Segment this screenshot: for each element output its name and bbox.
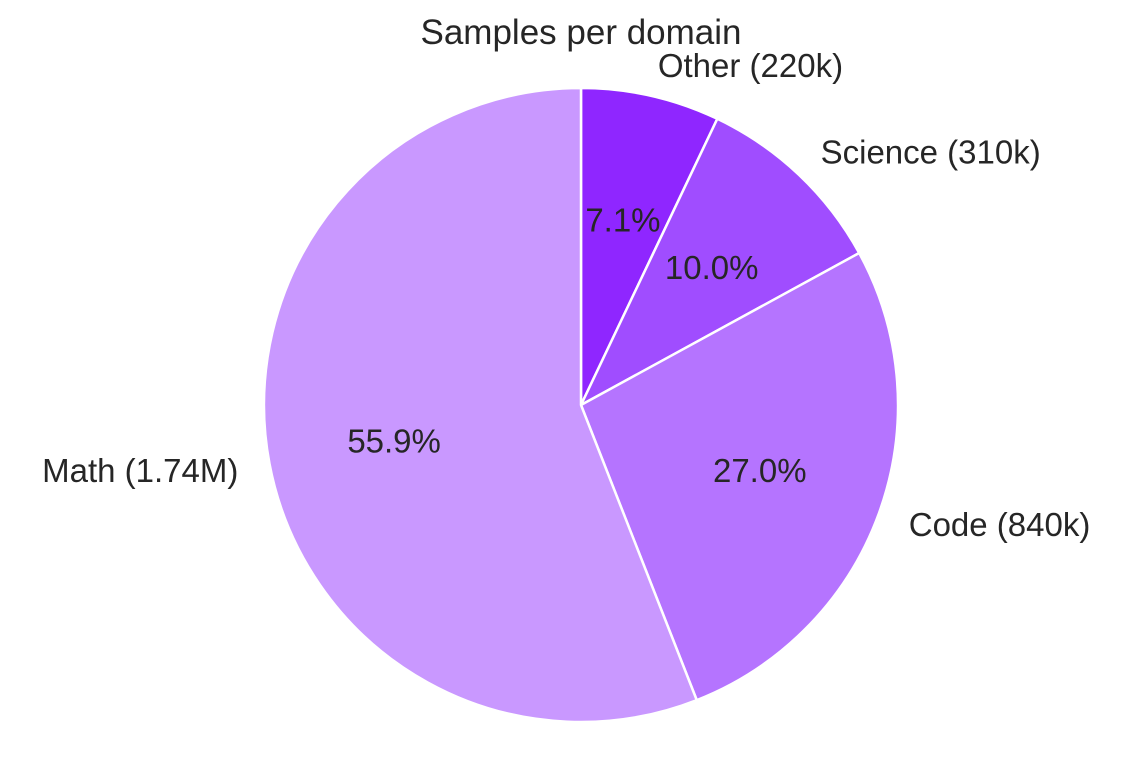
slice-label-math: Math (1.74M) bbox=[42, 452, 238, 489]
slice-label-other: Other (220k) bbox=[658, 47, 843, 84]
pct-label-math: 55.9% bbox=[347, 422, 441, 459]
chart-title: Samples per domain bbox=[421, 13, 742, 52]
pct-label-science: 10.0% bbox=[665, 249, 759, 286]
pct-label-code: 27.0% bbox=[713, 452, 807, 489]
pie-slices bbox=[262, 86, 900, 724]
slice-label-code: Code (840k) bbox=[909, 506, 1091, 543]
pie-slice-code bbox=[579, 251, 900, 702]
pct-label-other: 7.1% bbox=[585, 201, 660, 238]
pie-slice-science bbox=[579, 117, 861, 407]
pie-labels: 7.1% Other (220k) 10.0% Science (310k) 27.0%… bbox=[42, 47, 1090, 543]
pie-slice-other bbox=[579, 86, 719, 407]
pie-slice-math bbox=[262, 86, 698, 724]
slice-label-science: Science (310k) bbox=[821, 134, 1041, 171]
